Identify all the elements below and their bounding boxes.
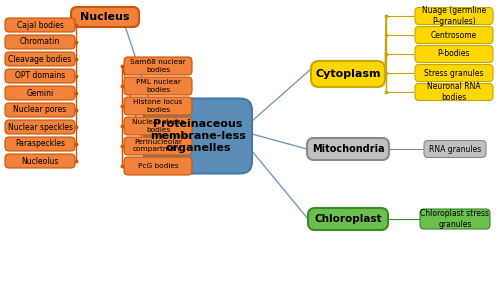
Text: Neuronal RNA
bodies: Neuronal RNA bodies xyxy=(427,82,481,102)
FancyBboxPatch shape xyxy=(144,99,252,174)
Text: Nuage (germline
P-granules): Nuage (germline P-granules) xyxy=(422,6,486,26)
FancyBboxPatch shape xyxy=(420,209,490,229)
Text: Nuclear pores: Nuclear pores xyxy=(14,105,66,114)
FancyBboxPatch shape xyxy=(5,154,75,168)
Text: Nucleus: Nucleus xyxy=(80,12,130,22)
Text: Cajal bodies: Cajal bodies xyxy=(16,20,64,30)
FancyBboxPatch shape xyxy=(311,61,385,87)
FancyBboxPatch shape xyxy=(424,141,486,158)
Text: Nuclear stress
bodies: Nuclear stress bodies xyxy=(132,120,184,133)
FancyBboxPatch shape xyxy=(415,7,493,24)
FancyBboxPatch shape xyxy=(5,35,75,49)
FancyBboxPatch shape xyxy=(5,18,75,32)
FancyBboxPatch shape xyxy=(124,117,192,135)
FancyBboxPatch shape xyxy=(5,52,75,66)
Text: P-bodies: P-bodies xyxy=(438,49,470,59)
FancyBboxPatch shape xyxy=(415,45,493,62)
FancyBboxPatch shape xyxy=(308,208,388,230)
FancyBboxPatch shape xyxy=(124,97,192,115)
Text: Gemini: Gemini xyxy=(26,89,54,97)
Text: Sam68 nuclear
bodies: Sam68 nuclear bodies xyxy=(130,60,186,72)
FancyBboxPatch shape xyxy=(415,83,493,101)
FancyBboxPatch shape xyxy=(124,157,192,175)
Text: Chloroplast stress
granules: Chloroplast stress granules xyxy=(420,209,490,229)
FancyBboxPatch shape xyxy=(415,64,493,82)
FancyBboxPatch shape xyxy=(5,69,75,83)
FancyBboxPatch shape xyxy=(5,120,75,134)
Text: Chromatin: Chromatin xyxy=(20,37,60,47)
FancyBboxPatch shape xyxy=(307,138,389,160)
FancyBboxPatch shape xyxy=(71,7,139,27)
FancyBboxPatch shape xyxy=(5,137,75,151)
FancyBboxPatch shape xyxy=(124,137,192,155)
Text: Nuclear speckles: Nuclear speckles xyxy=(8,122,72,131)
Text: Stress granules: Stress granules xyxy=(424,68,484,78)
FancyBboxPatch shape xyxy=(5,103,75,117)
Text: Centrosome: Centrosome xyxy=(431,30,477,39)
Text: Cytoplasm: Cytoplasm xyxy=(316,69,381,79)
Text: Nucleolus: Nucleolus xyxy=(22,156,59,166)
Text: Paraspeckles: Paraspeckles xyxy=(15,139,65,149)
Text: PML nuclear
bodies: PML nuclear bodies xyxy=(136,80,180,93)
FancyBboxPatch shape xyxy=(124,77,192,95)
Text: RNA granules: RNA granules xyxy=(429,145,481,153)
FancyBboxPatch shape xyxy=(124,57,192,75)
FancyBboxPatch shape xyxy=(415,26,493,43)
Text: Chloroplast: Chloroplast xyxy=(314,214,382,224)
Text: Proteinaceous
membrane-less
organelles: Proteinaceous membrane-less organelles xyxy=(150,119,246,153)
Text: PcG bodies: PcG bodies xyxy=(138,163,178,169)
Text: Perinucleolar
compartment: Perinucleolar compartment xyxy=(133,139,183,153)
Text: Cleavage bodies: Cleavage bodies xyxy=(8,55,72,64)
Text: Histone locus
bodies: Histone locus bodies xyxy=(134,99,182,112)
Text: OPT domains: OPT domains xyxy=(15,72,65,80)
Text: Mitochondria: Mitochondria xyxy=(312,144,384,154)
FancyBboxPatch shape xyxy=(5,86,75,100)
